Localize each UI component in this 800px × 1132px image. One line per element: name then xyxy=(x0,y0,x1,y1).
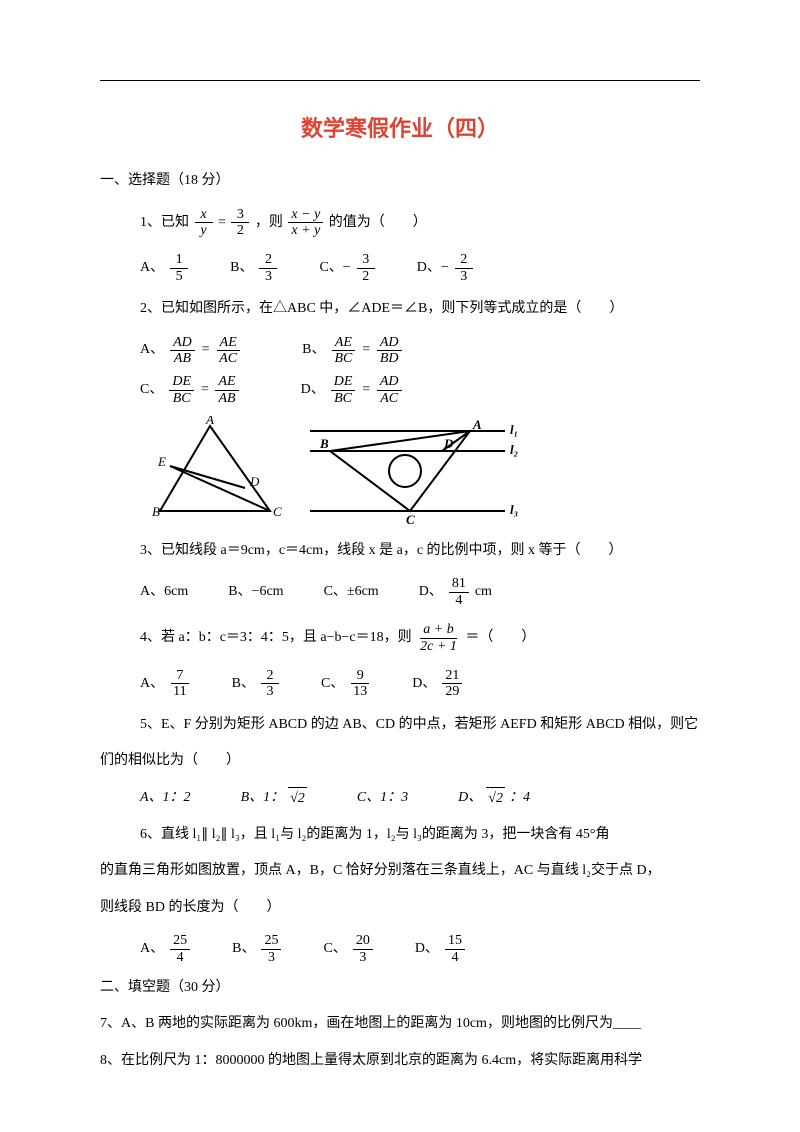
svg-text:B: B xyxy=(319,436,329,451)
q2-options-row2: C、DEBC=AEAB D、DEBC=ADAC xyxy=(140,374,700,406)
question-2: 2、已知如图所示，在△ABC 中，∠ADE＝∠B，则下列等式成立的是（ ） xyxy=(140,298,700,320)
svg-text:l₃: l₃ xyxy=(510,502,518,517)
q1-prefix: 1、已知 xyxy=(140,215,189,230)
q4-options: A、711 B、23 C、913 D、2129 xyxy=(140,668,700,700)
q1-suffix: 的值为（ ） xyxy=(329,215,427,230)
question-6-line3: 则线段 BD 的长度为（ ） xyxy=(100,897,700,919)
section-1-heading: 一、选择题（18 分） xyxy=(100,170,700,192)
question-5-line1: 5、E、F 分别为矩形 ABCD 的边 AB、CD 的中点，若矩形 AEFD 和… xyxy=(140,714,700,736)
q1-f3d: x + y xyxy=(288,223,323,238)
svg-text:B: B xyxy=(152,504,160,519)
q1-f3n: x − y xyxy=(288,207,323,223)
svg-text:A: A xyxy=(472,417,482,432)
question-6-line2: 的直角三角形如图放置，顶点 A，B，C 恰好分别落在三条直线上，AC 与直线 l… xyxy=(100,860,700,882)
question-6-line1: 6、直线 l₁∥ l₂∥ l₃，且 l₁与 l₂的距离为 1，l₂与 l₃的距离… xyxy=(140,824,700,846)
q1-mid: ，则 xyxy=(255,215,283,230)
q1-f2d: 2 xyxy=(231,223,249,238)
question-8: 8、在比例尺为 1：8000000 的地图上量得太原到北京的距离为 6.4cm，… xyxy=(100,1050,700,1072)
question-7: 7、A、B 两地的实际距离为 600km，画在地图上的距离为 10cm，则地图的… xyxy=(100,1013,700,1035)
svg-text:l₁: l₁ xyxy=(510,422,518,437)
page-title: 数学寒假作业（四） xyxy=(100,111,700,146)
q5-options: A、1：2 B、1：√2 C、1：3 D、√2：4 xyxy=(140,787,700,810)
svg-text:D: D xyxy=(443,436,454,451)
svg-text:D: D xyxy=(249,474,260,489)
q1-f2n: 3 xyxy=(231,207,249,223)
diagram-right: A B C D l₁ l₂ l₃ xyxy=(310,416,530,526)
diagram-left: A B C D E xyxy=(140,416,290,526)
q2-options-row1: A、ADAB=AEAC B、AEBC=ADBD xyxy=(140,335,700,367)
svg-text:E: E xyxy=(157,454,166,469)
svg-text:A: A xyxy=(205,416,214,427)
top-rule xyxy=(100,80,700,81)
q3-options: A、6cm B、−6cm C、±6cm D、814cm xyxy=(140,576,700,608)
question-3: 3、已知线段 a＝9cm，c＝4cm，线段 x 是 a，c 的比例中项，则 x … xyxy=(140,540,700,562)
question-4: 4、若 a：b：c＝3：4：5，且 a−b−c＝18，则 a + b2c + 1… xyxy=(140,622,700,654)
section-2-heading: 二、填空题（30 分） xyxy=(100,977,700,999)
diagrams: A B C D E A B C D l₁ l₂ l₃ xyxy=(140,416,700,526)
q1-eq: = xyxy=(218,215,226,230)
svg-text:C: C xyxy=(406,512,415,526)
q1-options: A、15 B、23 C、−32 D、−23 xyxy=(140,252,700,284)
svg-text:C: C xyxy=(273,504,282,519)
question-5-line2: 们的相似比为（ ） xyxy=(100,750,700,772)
q6-options: A、254 B、253 C、203 D、154 xyxy=(140,933,700,965)
q1-f1d: y xyxy=(195,223,213,238)
svg-text:l₂: l₂ xyxy=(510,442,518,457)
q1-f1n: x xyxy=(195,207,213,223)
question-1: 1、已知 xy = 32 ，则 x − yx + y 的值为（ ） xyxy=(140,207,700,239)
